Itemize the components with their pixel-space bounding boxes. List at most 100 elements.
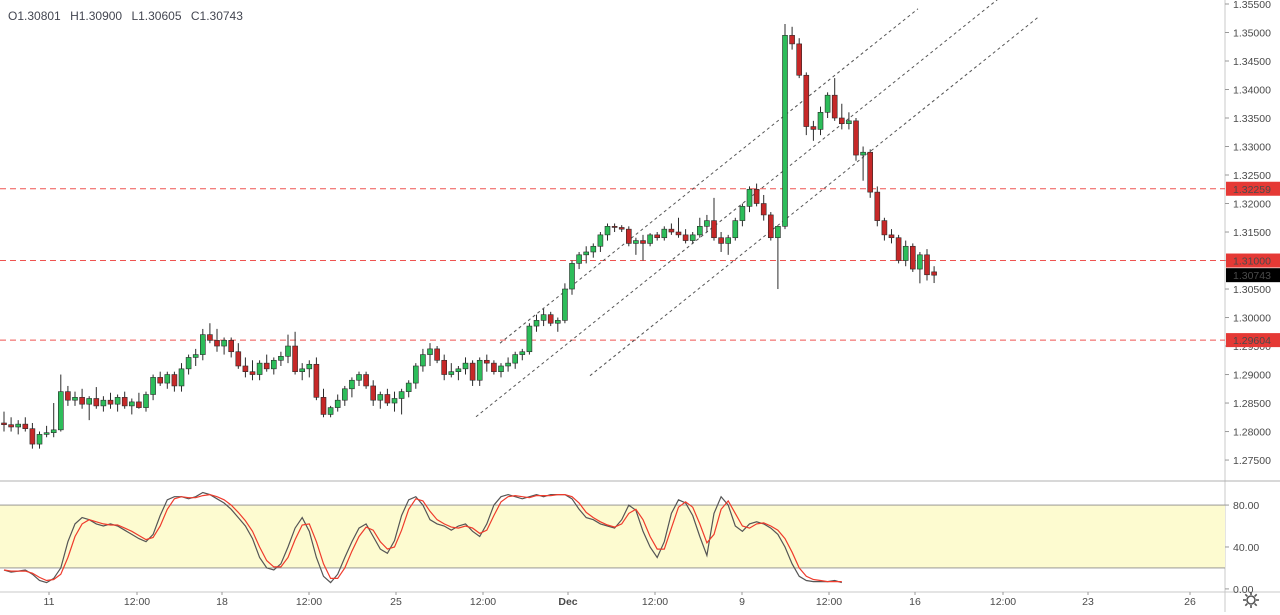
ohlc-high: H1.30900 [70,9,123,23]
candle-up [221,340,227,347]
time-tick-label: 9 [739,596,745,608]
time-tick-label: 26 [1184,596,1196,608]
candle-up [420,354,426,367]
candle-up [129,401,135,407]
candle-up [476,359,483,381]
candle-down [874,191,881,221]
candle-up [562,288,568,321]
candle-up [150,377,156,395]
candle-up [72,397,78,401]
candle-up [533,320,540,327]
candle-down [668,228,675,233]
time-tick-label: 11 [44,596,55,608]
time-tick-label: 12:00 [296,596,322,608]
candle-down [753,188,760,204]
candle-up [860,151,866,156]
candle-up [526,325,533,353]
candle-up [200,334,206,355]
time-tick-label: 23 [1082,596,1094,608]
candle-down [214,340,220,347]
candle-down [881,220,888,236]
candle-up [917,254,923,270]
candle-up [270,359,277,370]
candle-up [405,382,412,392]
price-tick-label: 1.31500 [1233,227,1271,239]
time-tick-label: 12:00 [990,596,1016,608]
ohlc-low: L1.30605 [131,9,182,23]
candle-down [625,228,632,244]
candle-up [554,320,561,324]
candle-down [370,385,377,401]
candle-up [164,374,171,384]
candle-down [838,117,845,125]
candle-down [79,397,85,405]
candle-up [817,112,824,130]
price-tick-label: 1.35500 [1233,0,1271,11]
candle-up [391,398,398,404]
candle-down [654,234,661,239]
time-tick-label: 16 [909,596,921,608]
candle-down [675,231,682,236]
candle-down [136,401,142,408]
candle-down [760,203,767,216]
candle-down [434,348,440,361]
candle-down [483,359,490,364]
candle-up [647,234,653,244]
candle-up [299,368,306,372]
candle-down [29,428,36,445]
ohlc-close: C1.30743 [190,9,243,23]
ohlc-legend: O1.30801 H1.30900 L1.30605 C1.30743 [8,9,249,23]
candle-up [824,94,831,113]
candle-up [505,362,511,367]
level-price-badge [1226,333,1280,348]
candle-up [696,226,703,236]
time-tick-label: 12:00 [816,596,842,608]
candle-up [377,394,384,401]
candle-down [831,94,838,119]
channel-line [589,16,1039,377]
candle-up [100,399,107,407]
price-tick-label: 1.30000 [1233,313,1271,325]
candle-down [682,234,689,241]
time-tick-label: Dec [558,596,577,608]
stoch-tick-label: 40.00 [1233,542,1259,554]
candle-up [192,354,199,358]
time-tick-label: 12:00 [642,596,668,608]
candle-down [157,377,163,384]
candle-up [583,251,590,256]
candle-up [43,432,50,435]
candle-down [469,362,476,381]
candle-down [121,397,128,407]
price-tick-label: 1.28500 [1233,398,1271,410]
candle-up [50,429,57,433]
level-price-badge [1226,253,1280,268]
candle-down [235,351,242,367]
price-tick-label: 1.34500 [1233,56,1271,68]
last-price-badge [1226,268,1280,283]
gear-icon[interactable] [1240,590,1262,610]
candle-down [384,394,391,404]
candle-up [732,220,739,239]
price-tick-label: 1.32500 [1233,170,1271,182]
candle-up [86,398,92,405]
candle-up [448,371,455,375]
candle-down [320,397,327,415]
price-tick-label: 1.33500 [1233,113,1271,125]
candle-down [1,422,7,426]
candle-up [114,397,121,405]
time-tick-label: 12:00 [124,596,150,608]
candle-down [22,423,29,429]
candle-down [803,74,810,127]
level-price-label: 1.29604 [1233,335,1271,347]
candle-up [327,407,334,415]
candle-down [249,371,256,375]
price-tick-label: 1.30500 [1233,284,1271,296]
candle-up [427,348,433,355]
price-tick-label: 1.32000 [1233,199,1271,211]
candle-down [611,226,618,228]
candle-up [633,240,639,244]
ohlc-open: O1.30801 [8,9,61,23]
candle-down [242,365,249,372]
candle-up [306,363,313,370]
